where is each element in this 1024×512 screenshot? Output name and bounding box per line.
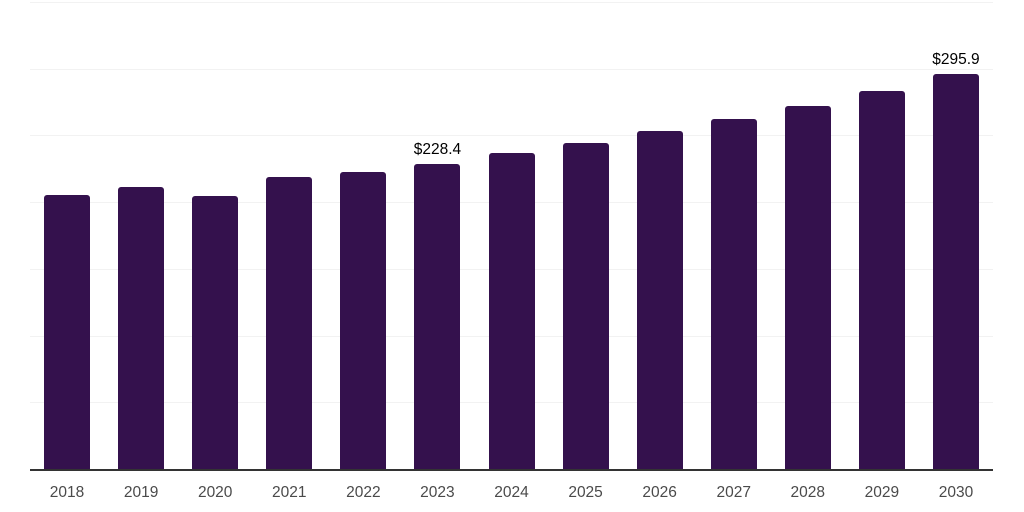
x-tick-label-2021: 2021	[272, 484, 307, 501]
bar-2027	[710, 118, 757, 469]
bar-2019	[118, 187, 165, 469]
bar-2020	[192, 196, 239, 469]
bar-2021	[266, 177, 313, 469]
x-tick-label-2025: 2025	[568, 484, 603, 501]
x-tick-label-2018: 2018	[49, 484, 85, 501]
x-tick-label-2028: 2028	[790, 484, 826, 501]
x-tick-label-2019: 2019	[123, 484, 159, 501]
x-tick-label-2022: 2022	[346, 484, 381, 501]
x-tick-label-2023: 2023	[420, 484, 455, 501]
bar-2028	[784, 105, 831, 469]
x-tick-label-2029: 2029	[864, 484, 900, 501]
data-label-2030: $295.9	[932, 51, 980, 69]
bar-2030	[932, 74, 979, 469]
plot-area: $228.4 $295.9	[30, 2, 993, 471]
bar-2026	[636, 130, 683, 469]
bar-2025	[562, 142, 609, 469]
x-tick-label-2027: 2027	[716, 484, 751, 501]
gridline-300	[30, 68, 993, 70]
bar-2023	[414, 164, 461, 469]
bar-2018	[44, 195, 91, 469]
gridline-350	[30, 2, 993, 3]
bar-2024	[488, 152, 535, 469]
x-tick-label-2020: 2020	[197, 484, 233, 501]
bar-2029	[858, 90, 905, 469]
bar-2022	[340, 172, 387, 469]
x-tick-label-2030: 2030	[938, 484, 974, 501]
gridline-250	[30, 135, 993, 137]
data-label-2023: $228.4	[413, 141, 462, 159]
x-tick-label-2024: 2024	[494, 484, 529, 501]
x-axis-labels: 2018 2019 2020 2021 2022 2023 2024 2025 2026 2027…	[30, 482, 993, 504]
x-tick-label-2026: 2026	[642, 484, 677, 501]
